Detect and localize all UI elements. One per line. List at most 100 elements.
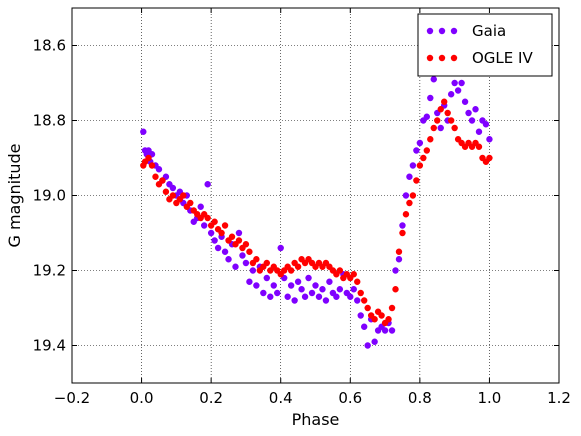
data-point xyxy=(475,128,483,135)
data-point xyxy=(350,286,357,293)
legend-items: Gaia OGLE IV xyxy=(426,22,533,67)
legend-marker xyxy=(450,54,458,62)
data-point xyxy=(312,282,319,289)
data-point xyxy=(347,293,354,300)
data-point xyxy=(235,229,243,237)
data-point xyxy=(294,278,302,285)
series-1 xyxy=(140,98,493,327)
data-point xyxy=(388,327,396,334)
data-point xyxy=(333,293,340,300)
legend-marker xyxy=(450,27,458,35)
legend-label: OGLE IV xyxy=(472,49,533,67)
data-point xyxy=(207,229,215,237)
data-point xyxy=(451,79,458,87)
data-point xyxy=(392,267,399,274)
data-point xyxy=(406,173,413,180)
data-point xyxy=(437,124,444,132)
data-point xyxy=(204,181,211,188)
x-tick-label: 0.4 xyxy=(269,389,293,407)
data-point xyxy=(211,237,218,244)
data-point xyxy=(399,222,406,229)
x-tick-label: 1.2 xyxy=(547,389,571,407)
x-axis-label: Phase xyxy=(292,410,340,429)
data-point xyxy=(242,241,250,248)
data-point xyxy=(378,312,385,319)
data-point xyxy=(274,289,281,297)
data-point xyxy=(200,222,208,229)
data-point xyxy=(385,316,392,323)
data-point xyxy=(225,256,232,263)
data-point xyxy=(291,297,298,304)
data-point xyxy=(140,128,147,135)
data-point xyxy=(437,106,444,113)
data-point xyxy=(447,117,455,124)
data-point xyxy=(392,286,399,293)
data-point xyxy=(218,229,225,237)
data-point xyxy=(162,188,170,195)
data-point xyxy=(267,293,274,300)
data-point xyxy=(444,109,451,117)
data-point xyxy=(270,282,277,289)
data-point xyxy=(441,98,448,105)
data-point xyxy=(246,278,253,285)
data-point xyxy=(458,79,465,87)
data-point xyxy=(413,177,420,184)
data-point xyxy=(211,218,218,225)
data-point xyxy=(388,304,396,312)
data-point xyxy=(399,229,406,237)
data-point xyxy=(169,184,177,192)
data-point xyxy=(354,278,361,285)
data-point xyxy=(336,286,344,293)
data-point xyxy=(232,263,239,270)
data-point xyxy=(336,267,344,274)
y-tick-label: 19.4 xyxy=(33,337,66,355)
data-point xyxy=(430,124,437,132)
data-point xyxy=(246,248,253,255)
data-point xyxy=(371,316,378,323)
data-point xyxy=(468,117,476,124)
y-tick-label: 19.0 xyxy=(33,187,66,205)
legend-label: Gaia xyxy=(472,22,506,40)
data-point xyxy=(180,192,187,199)
data-point xyxy=(472,106,479,113)
data-point xyxy=(416,139,424,147)
data-point xyxy=(402,211,410,218)
x-tick-label: −0.2 xyxy=(54,389,90,407)
legend-marker xyxy=(426,27,434,35)
data-point xyxy=(427,136,434,143)
data-point xyxy=(322,297,330,304)
x-tick-label: 0.6 xyxy=(338,389,362,407)
data-point xyxy=(277,244,284,252)
data-point xyxy=(486,154,493,162)
data-point xyxy=(305,274,312,282)
data-point xyxy=(284,293,291,300)
data-point xyxy=(319,286,326,293)
data-point xyxy=(204,214,211,222)
data-point xyxy=(221,222,229,229)
x-tick-label: 0.2 xyxy=(199,389,223,407)
x-tick-label: 0.8 xyxy=(408,389,432,407)
data-point xyxy=(423,113,431,120)
data-point xyxy=(454,87,462,94)
data-point xyxy=(260,289,267,297)
data-points xyxy=(140,76,493,349)
data-point xyxy=(409,162,417,169)
data-point xyxy=(434,117,441,124)
data-point xyxy=(354,297,361,304)
data-point xyxy=(364,342,371,349)
data-point xyxy=(395,256,403,263)
data-point xyxy=(461,98,469,105)
data-point xyxy=(486,136,493,143)
data-point xyxy=(475,143,483,150)
data-point xyxy=(301,293,309,300)
axis-ticks xyxy=(71,8,560,383)
data-point xyxy=(409,192,417,199)
legend-entry: Gaia xyxy=(426,22,506,40)
data-point xyxy=(381,327,389,334)
y-tick-label: 19.2 xyxy=(33,262,66,280)
data-point xyxy=(228,233,236,240)
data-point xyxy=(263,274,270,282)
data-point xyxy=(308,289,316,297)
data-point xyxy=(357,289,364,297)
